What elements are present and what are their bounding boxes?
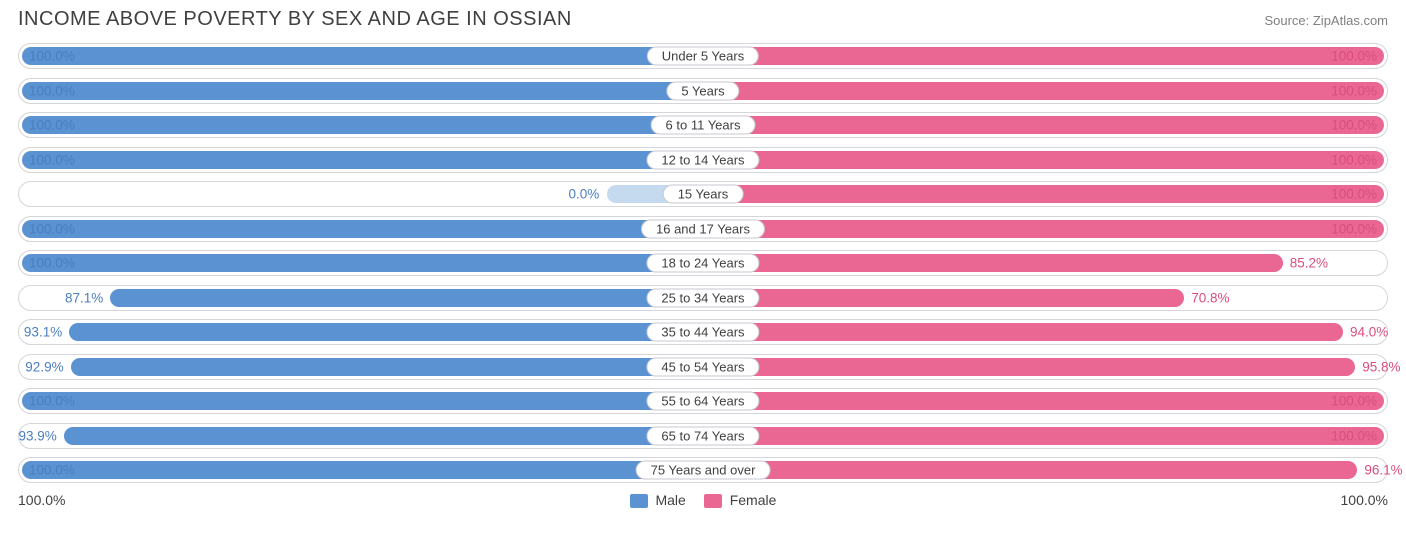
- male-bar: [64, 427, 703, 445]
- female-bar: [703, 392, 1384, 410]
- male-bar: [22, 82, 703, 100]
- bar-row: 100.0% 85.2% 18 to 24 Years: [18, 250, 1388, 276]
- female-bar: [703, 323, 1343, 341]
- female-swatch-icon: [704, 494, 722, 508]
- legend: Male Female: [630, 492, 777, 508]
- female-value-label: 100.0%: [1331, 83, 1377, 98]
- male-value-label: 100.0%: [29, 221, 75, 236]
- category-label: 45 to 54 Years: [646, 357, 759, 376]
- bar-row: 0.0% 100.0% 15 Years: [18, 181, 1388, 207]
- female-value-label: 100.0%: [1331, 49, 1377, 64]
- category-label: 75 Years and over: [636, 461, 771, 480]
- female-bar: [703, 358, 1355, 376]
- male-value-label: 100.0%: [29, 463, 75, 478]
- legend-female: Female: [704, 492, 777, 508]
- male-value-label: 100.0%: [29, 49, 75, 64]
- axis-right-label: 100.0%: [1341, 492, 1388, 508]
- bar-row: 100.0% 100.0% 5 Years: [18, 78, 1388, 104]
- female-value-label: 100.0%: [1331, 394, 1377, 409]
- bar-row: 100.0%96.1%75 Years and over: [18, 457, 1388, 483]
- bar-row: 87.1% 70.8% 25 to 34 Years: [18, 285, 1388, 311]
- female-bar: [703, 185, 1384, 203]
- female-value-label: 96.1%: [1364, 463, 1402, 478]
- bar-row: 100.0% 100.0% Under 5 Years: [18, 43, 1388, 69]
- female-value-label: 85.2%: [1290, 256, 1328, 271]
- bar-row: 100.0% 100.0% 16 and 17 Years: [18, 216, 1388, 242]
- female-bar: [703, 116, 1384, 134]
- male-value-label: 100.0%: [29, 394, 75, 409]
- male-swatch-icon: [630, 494, 648, 508]
- bar-row: 100.0% 100.0% 55 to 64 Years: [18, 388, 1388, 414]
- female-value-label: 94.0%: [1350, 325, 1388, 340]
- header: INCOME ABOVE POVERTY BY SEX AND AGE IN O…: [18, 8, 1388, 31]
- male-value-label: 100.0%: [29, 256, 75, 271]
- male-value-label: 100.0%: [29, 152, 75, 167]
- category-label: 6 to 11 Years: [651, 116, 756, 135]
- male-bar: [22, 116, 703, 134]
- bar-row: 100.0% 100.0% 6 to 11 Years: [18, 112, 1388, 138]
- category-label: Under 5 Years: [647, 47, 759, 66]
- female-value-label: 100.0%: [1331, 187, 1377, 202]
- female-value-label: 70.8%: [1191, 290, 1229, 305]
- chart-title: INCOME ABOVE POVERTY BY SEX AND AGE IN O…: [18, 8, 572, 31]
- female-bar: [703, 427, 1384, 445]
- male-value-label: 0.0%: [568, 187, 599, 202]
- axis-row: 100.0% Male Female 100.0%: [18, 492, 1388, 508]
- category-label: 12 to 14 Years: [646, 150, 759, 169]
- axis-left-label: 100.0%: [18, 492, 65, 508]
- category-label: 25 to 34 Years: [646, 288, 759, 307]
- legend-female-label: Female: [730, 492, 777, 508]
- male-bar: [71, 358, 703, 376]
- female-value-label: 100.0%: [1331, 428, 1377, 443]
- legend-male: Male: [630, 492, 686, 508]
- category-label: 35 to 44 Years: [646, 323, 759, 342]
- category-label: 55 to 64 Years: [646, 392, 759, 411]
- female-bar: [703, 47, 1384, 65]
- source-attribution: Source: ZipAtlas.com: [1264, 13, 1388, 28]
- legend-male-label: Male: [655, 492, 685, 508]
- bar-row: 93.9% 100.0% 65 to 74 Years: [18, 423, 1388, 449]
- male-value-label: 92.9%: [25, 359, 63, 374]
- category-label: 65 to 74 Years: [646, 426, 759, 445]
- female-value-label: 100.0%: [1331, 118, 1377, 133]
- bar-row: 100.0% 100.0% 12 to 14 Years: [18, 147, 1388, 173]
- female-bar: [703, 254, 1283, 272]
- female-value-label: 95.8%: [1362, 359, 1400, 374]
- male-bar: [22, 220, 703, 238]
- female-bar: [703, 289, 1184, 307]
- female-bar: [703, 461, 1357, 479]
- male-bar: [22, 254, 703, 272]
- female-value-label: 100.0%: [1331, 152, 1377, 167]
- category-label: 15 Years: [663, 185, 744, 204]
- male-value-label: 100.0%: [29, 118, 75, 133]
- chart-area: 100.0% 100.0% Under 5 Years 100.0% 100.0% 5 Y…: [18, 43, 1388, 483]
- female-bar: [703, 220, 1384, 238]
- category-label: 5 Years: [666, 81, 739, 100]
- male-bar: [69, 323, 703, 341]
- male-bar: [110, 289, 703, 307]
- male-bar: [22, 392, 703, 410]
- female-bar: [703, 151, 1384, 169]
- male-value-label: 93.9%: [18, 428, 56, 443]
- male-value-label: 100.0%: [29, 83, 75, 98]
- male-bar: [22, 461, 703, 479]
- bar-row: 92.9%95.8%45 to 54 Years: [18, 354, 1388, 380]
- male-bar: [22, 47, 703, 65]
- category-label: 18 to 24 Years: [646, 254, 759, 273]
- female-value-label: 100.0%: [1331, 221, 1377, 236]
- male-bar: [22, 151, 703, 169]
- male-value-label: 93.1%: [24, 325, 62, 340]
- category-label: 16 and 17 Years: [641, 219, 765, 238]
- male-value-label: 87.1%: [65, 290, 103, 305]
- female-bar: [703, 82, 1384, 100]
- bar-row: 93.1% 94.0% 35 to 44 Years: [18, 319, 1388, 345]
